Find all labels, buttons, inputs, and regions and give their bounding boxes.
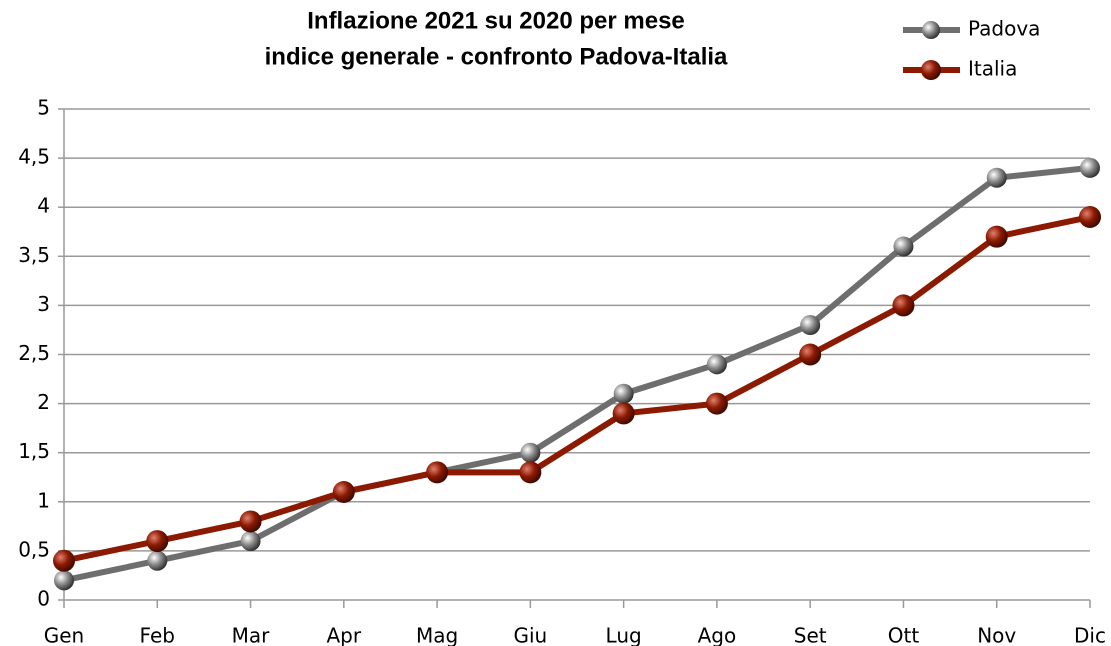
x-tick-label: Mar (232, 624, 271, 646)
marker (705, 392, 728, 415)
x-tick-label: Ago (698, 624, 737, 646)
y-tick-label: 4,5 (18, 145, 50, 169)
y-tick-label: 1 (37, 488, 50, 512)
marker (426, 461, 449, 484)
marker (985, 225, 1008, 248)
marker (892, 294, 915, 317)
marker (986, 167, 1007, 188)
legend-marker (921, 60, 941, 80)
marker (799, 343, 822, 366)
marker (53, 549, 75, 572)
marker (1080, 157, 1100, 178)
x-tick-label: Dic (1074, 624, 1106, 646)
y-tick-label: 3,5 (18, 243, 50, 267)
marker (146, 530, 169, 553)
marker (612, 402, 635, 425)
marker (800, 315, 821, 336)
x-tick-label: Lug (606, 624, 642, 646)
marker (520, 442, 541, 463)
x-tick-label: Set (794, 624, 827, 646)
x-tick-label: Giu (513, 624, 547, 646)
marker (519, 461, 542, 484)
x-tick-label: Gen (44, 624, 84, 646)
chart-subtitle: indice generale - confronto Padova-Itali… (265, 43, 728, 70)
marker (240, 531, 261, 552)
legend-label: Padova (968, 17, 1040, 41)
y-tick-label: 0,5 (18, 537, 50, 561)
y-tick-label: 1,5 (18, 439, 50, 463)
series-line (63, 214, 1091, 564)
y-tick-label: 4 (37, 194, 50, 218)
x-tick-label: Ott (888, 624, 920, 646)
y-tick-label: 0 (37, 587, 50, 611)
y-tick-label: 5 (37, 96, 50, 120)
marker (613, 383, 634, 404)
y-tick-label: 3 (37, 292, 50, 316)
y-tick-label: 2,5 (18, 341, 50, 365)
marker (1079, 206, 1101, 229)
marker (54, 570, 74, 591)
x-tick-label: Feb (140, 624, 175, 646)
marker (147, 550, 168, 571)
legend-marker (922, 21, 940, 39)
y-tick-label: 2 (37, 390, 50, 414)
marker (239, 510, 262, 533)
x-tick-label: Nov (977, 624, 1016, 646)
chart-title: Inflazione 2021 su 2020 per mese (307, 7, 685, 34)
marker (893, 236, 914, 257)
legend-label: Italia (968, 57, 1017, 81)
marker (332, 480, 355, 503)
x-tick-label: Apr (327, 624, 362, 646)
marker (706, 354, 727, 375)
x-tick-label: Mag (416, 624, 458, 646)
series-line (63, 164, 1091, 584)
